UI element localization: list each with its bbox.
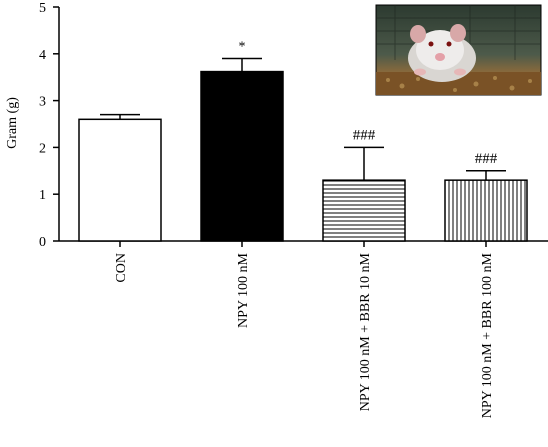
significance-label: ### — [475, 151, 498, 167]
mouse-photo — [375, 4, 542, 96]
y-tick-label: 5 — [39, 1, 46, 16]
bar-1 — [78, 118, 162, 242]
y-tick-label: 1 — [39, 188, 46, 203]
x-tick-label: CON — [114, 253, 129, 283]
x-tick-label: NPY 100 nM + BBR 10 nM — [358, 252, 373, 411]
bar-2 — [200, 70, 284, 242]
x-tick-label: NPY 100 nM + BBR 100 nM — [480, 252, 495, 418]
y-tick-label: 4 — [39, 48, 46, 63]
bar-3 — [322, 179, 406, 242]
y-tick-label: 0 — [39, 235, 46, 250]
y-tick-label: 3 — [39, 95, 46, 110]
y-ticks: 0 1 2 3 4 5 — [39, 1, 59, 250]
y-axis-label: Gram (g) — [5, 97, 20, 149]
x-ticks: CON NPY 100 nM NPY 100 nM + BBR 10 nM NPY 1… — [114, 241, 495, 418]
significance-label: * — [239, 39, 246, 54]
significance-label: ### — [353, 127, 376, 143]
y-tick-label: 2 — [39, 141, 46, 156]
bars-group: * ### ### — [78, 39, 528, 242]
x-tick-label: NPY 100 nM — [236, 252, 251, 327]
bar-4 — [444, 179, 528, 242]
